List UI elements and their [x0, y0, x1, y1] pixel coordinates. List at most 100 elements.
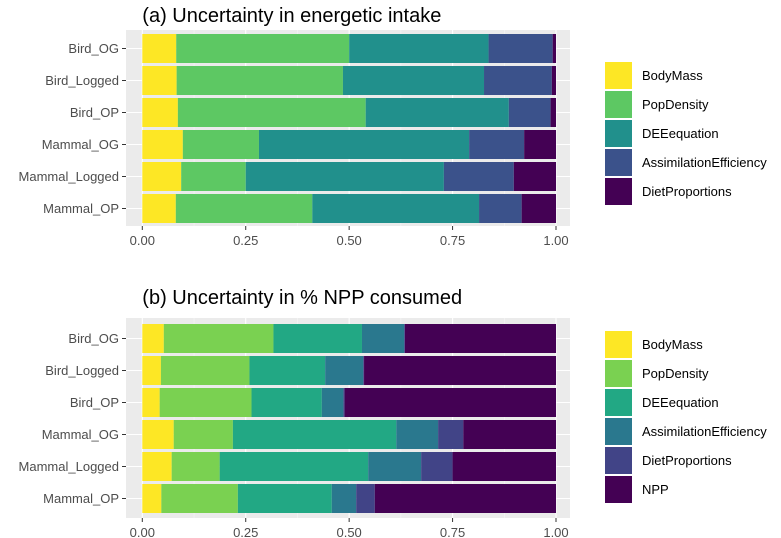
legend-key-popdensity: [605, 91, 632, 118]
bar-segment-bodymass: [142, 388, 160, 417]
legend-key-dietproportions: [605, 447, 632, 474]
bar-segment-dietproportions: [550, 98, 556, 127]
bar-segment-deeequation: [219, 452, 369, 481]
bar-segment-popdensity: [163, 324, 274, 353]
legend-key-assimilationefficiency: [605, 418, 632, 445]
bar-segment-dietproportions: [513, 162, 556, 191]
bar-segment-popdensity: [175, 194, 313, 223]
legend-label: AssimilationEfficiency: [642, 424, 767, 439]
x-tick-label: 0.00: [130, 525, 155, 538]
bar-segment-popdensity: [159, 388, 252, 417]
bar-segment-bodymass: [142, 452, 172, 481]
bar-segment-deeequation: [342, 66, 485, 95]
x-tick-label: 0.25: [233, 233, 258, 248]
bar-segment-assimilationefficiency: [443, 162, 514, 191]
y-tick-label: Bird_OG: [68, 41, 119, 56]
bar-segment-bodymass: [142, 356, 161, 385]
y-tick-label: Bird_Logged: [45, 73, 119, 88]
y-tick-label: Mammal_OP: [43, 491, 119, 506]
legend-key-assimilationefficiency: [605, 149, 632, 176]
legend-label: PopDensity: [642, 366, 709, 381]
bar-segment-deeequation: [365, 98, 509, 127]
legend-label: DietProportions: [642, 184, 732, 199]
legend-key-npp: [605, 476, 632, 503]
legend-key-deeequation: [605, 120, 632, 147]
bar-segment-dietproportions: [552, 34, 556, 63]
bar-segment-bodymass: [142, 194, 176, 223]
y-tick-label: Mammal_Logged: [19, 459, 119, 474]
bar-segment-popdensity: [173, 420, 233, 449]
bar-segment-bodymass: [142, 324, 164, 353]
bar-segment-popdensity: [181, 162, 246, 191]
bar-segment-dietproportions: [363, 356, 365, 385]
bar-segment-dietproportions: [356, 484, 375, 513]
y-tick-label: Mammal_OG: [42, 137, 119, 152]
bar-segment-dietproportions: [404, 324, 405, 353]
bar-segment-popdensity: [171, 452, 220, 481]
bar-segment-assimilationefficiency: [321, 388, 344, 417]
bar-segment-assimilationefficiency: [396, 420, 439, 449]
x-tick-label: 0.50: [336, 525, 361, 538]
bar-segment-deeequation: [232, 420, 397, 449]
legend-label: DEEequation: [642, 395, 719, 410]
legend-key-bodymass: [605, 331, 632, 358]
bar-segment-npp: [344, 388, 556, 417]
y-tick-label: Mammal_Logged: [19, 169, 119, 184]
bar-segment-dietproportions: [421, 452, 453, 481]
bar-segment-bodymass: [142, 420, 174, 449]
bar-segment-popdensity: [177, 98, 366, 127]
legend-label: NPP: [642, 482, 669, 497]
bar-segment-bodymass: [142, 66, 177, 95]
bar-segment-bodymass: [142, 484, 162, 513]
bar-segment-npp: [463, 420, 556, 449]
x-tick-label: 0.75: [440, 233, 465, 248]
bar-segment-npp: [404, 324, 556, 353]
bar-segment-npp: [364, 356, 556, 385]
bar-segment-deeequation: [245, 162, 444, 191]
chart-panel-a: (a) Uncertainty in energetic intake 0.00 0…: [19, 5, 768, 248]
bar-segment-assimilationefficiency: [331, 484, 357, 513]
legend-key-dietproportions: [605, 178, 632, 205]
chart-title: (a) Uncertainty in energetic intake: [142, 5, 441, 27]
bar-segment-popdensity: [176, 66, 343, 95]
chart-panel-b: (b) Uncertainty in % NPP consumed 0.00 0.2…: [19, 287, 768, 538]
legend-label: DEEequation: [642, 126, 719, 141]
bar-segment-deeequation: [237, 484, 332, 513]
bar-segment-dietproportions: [551, 66, 556, 95]
legend-label: PopDensity: [642, 97, 709, 112]
bar-segment-deeequation: [312, 194, 480, 223]
bar-segment-npp: [452, 452, 556, 481]
bar-segment-assimilationefficiency: [368, 452, 422, 481]
y-tick-label: Mammal_OG: [42, 427, 119, 442]
y-tick-label: Mammal_OP: [43, 201, 119, 216]
legend-key-deeequation: [605, 389, 632, 416]
chart-title: (b) Uncertainty in % NPP consumed: [142, 287, 462, 309]
legend-label: DietProportions: [642, 453, 732, 468]
x-tick-label: 0.50: [336, 233, 361, 248]
bar-segment-npp: [374, 484, 556, 513]
bar-segment-dietproportions: [343, 388, 345, 417]
bar-segment-bodymass: [142, 34, 177, 63]
bar-segment-dietproportions: [524, 130, 556, 159]
bar-segment-popdensity: [182, 130, 259, 159]
bar-segment-bodymass: [142, 162, 182, 191]
bar-segment-assimilationefficiency: [325, 356, 364, 385]
bar-segment-bodymass: [142, 98, 178, 127]
bar-segment-assimilationefficiency: [484, 66, 552, 95]
x-tick-label: 0.75: [440, 525, 465, 538]
y-tick-label: Bird_OP: [70, 105, 119, 120]
x-tick-label: 0.25: [233, 525, 258, 538]
x-tick-label: 1.00: [543, 525, 568, 538]
x-tick-label: 0.00: [130, 233, 155, 248]
legend-label: AssimilationEfficiency: [642, 155, 767, 170]
bar-segment-deeequation: [251, 388, 322, 417]
bar-segment-popdensity: [160, 356, 250, 385]
y-tick-label: Bird_OG: [68, 331, 119, 346]
legend-label: BodyMass: [642, 337, 703, 352]
legend-key-bodymass: [605, 62, 632, 89]
x-tick-label: 1.00: [543, 233, 568, 248]
bar-segment-popdensity: [176, 34, 350, 63]
bar-segment-deeequation: [258, 130, 470, 159]
y-tick-label: Bird_Logged: [45, 363, 119, 378]
